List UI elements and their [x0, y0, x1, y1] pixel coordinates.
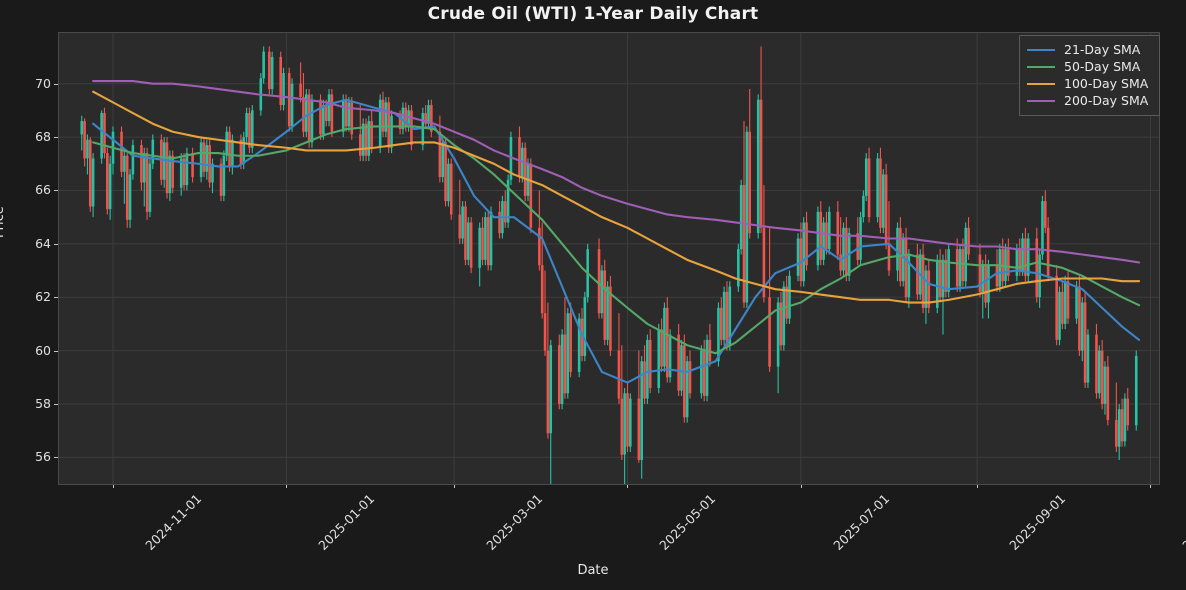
sma-line: [92, 125, 1141, 355]
sma-line: [92, 90, 1141, 304]
sma-line: [92, 79, 1141, 264]
y-tick-label: 62: [35, 289, 51, 305]
y-tick-label: 68: [35, 129, 51, 145]
legend-label: 50-Day SMA: [1064, 59, 1141, 74]
x-tick-label: 2025-01-01: [315, 491, 378, 553]
x-tick-mark: [454, 484, 456, 488]
legend-color-swatch: [1027, 99, 1055, 102]
legend-color-swatch: [1027, 82, 1055, 85]
chart-legend: 21-Day SMA 50-Day SMA 100-Day SMA 200-Day S…: [1019, 35, 1160, 116]
x-tick-label: 2025-03-01: [483, 491, 546, 553]
y-tick-mark: [54, 190, 58, 192]
y-tick-label: 70: [35, 75, 51, 91]
y-tick-label: 64: [35, 235, 51, 251]
sma-line: [92, 98, 1141, 384]
y-tick-mark: [54, 137, 58, 139]
x-tick-label: 2025-07-01: [830, 491, 893, 553]
x-tick-label: 2024-11-01: [142, 491, 205, 553]
x-tick-label: 2025-09-01: [1006, 491, 1069, 553]
y-tick-mark: [54, 350, 58, 352]
plot-area[interactable]: [58, 32, 1160, 485]
gridlines: [59, 33, 1159, 484]
legend-color-swatch: [1027, 48, 1055, 51]
legend-item[interactable]: 21-Day SMA: [1027, 41, 1152, 58]
y-axis-label: Price: [0, 206, 7, 238]
x-tick-mark: [113, 484, 114, 488]
x-tick-mark: [286, 484, 288, 488]
y-tick-label: 56: [35, 449, 51, 465]
y-tick-mark: [54, 403, 58, 405]
x-tick-label: 2025-05-01: [656, 491, 719, 553]
legend-label: 100-Day SMA: [1064, 76, 1149, 91]
legend-label: 200-Day SMA: [1064, 93, 1149, 108]
y-tick-mark: [54, 243, 58, 245]
x-axis-label: Date: [577, 563, 609, 578]
y-tick-mark: [54, 297, 58, 299]
legend-color-swatch: [1027, 65, 1055, 68]
y-tick-label: 60: [35, 342, 51, 358]
x-tick-mark: [800, 484, 802, 488]
legend-label: 21-Day SMA: [1064, 42, 1141, 57]
x-tick-mark: [977, 484, 979, 488]
y-tick-label: 66: [35, 182, 51, 198]
legend-item[interactable]: 200-Day SMA: [1027, 92, 1152, 109]
y-tick-mark: [54, 457, 58, 459]
legend-item[interactable]: 100-Day SMA: [1027, 75, 1152, 92]
y-tick-label: 58: [35, 395, 51, 411]
x-tick-mark: [1150, 484, 1152, 488]
plot-svg: [59, 33, 1159, 484]
legend-item[interactable]: 50-Day SMA: [1027, 58, 1152, 75]
y-tick-mark: [54, 83, 58, 85]
chart-title: Crude Oil (WTI) 1-Year Daily Chart: [427, 4, 759, 24]
x-tick-label: 2025-11-01: [1179, 491, 1186, 553]
x-tick-mark: [627, 484, 629, 488]
